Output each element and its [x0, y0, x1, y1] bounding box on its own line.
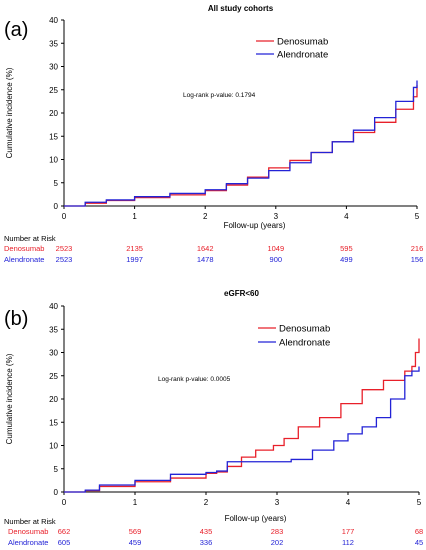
panel-a-risk-value-alendronate: 900 [270, 255, 283, 264]
panel-a-risk-value-denosumab: 595 [340, 244, 353, 253]
panel-b-risk-value-alendronate: 45 [415, 538, 423, 547]
panel-a-panel-label: (a) [4, 19, 28, 41]
panel-a-y-axis-label: Cumulative incidence (%) [5, 67, 14, 158]
panel-a-x-axis-label: Follow-up (years) [224, 221, 286, 230]
panel-a-y-tick-label: 25 [49, 86, 58, 95]
panel-a-risk-value-denosumab: 1642 [197, 244, 214, 253]
panel-a-risk-value-alendronate: 2523 [56, 255, 73, 264]
panel-a-y-tick-label: 0 [54, 202, 59, 211]
panel-b-x-tick-label: 5 [417, 498, 422, 507]
panel-b-x-tick-label: 3 [275, 498, 280, 507]
panel-b-risk-value-denosumab: 177 [342, 527, 355, 536]
panel-a-y-tick-label: 35 [49, 39, 58, 48]
panel-b-legend-label-denosumab: Denosumab [279, 324, 330, 335]
panel-a-series-denosumab-line [64, 85, 418, 207]
panel-b-x-tick-label: 2 [204, 498, 209, 507]
panel-a-risk-value-denosumab: 2523 [56, 244, 73, 253]
panel-b-risk-row-name-denosumab: Denosumab [8, 527, 48, 536]
panel-a-risk-row-name-denosumab: Denosumab [4, 244, 44, 253]
panel-b-x-tick-label: 0 [62, 498, 67, 507]
panel-b-x-tick-label: 4 [346, 498, 351, 507]
panel-a-x-tick-label: 1 [132, 212, 137, 221]
panel-b-y-tick-label: 40 [49, 302, 58, 311]
panel-a-y-tick-label: 20 [49, 109, 58, 118]
panel-b-risk-value-alendronate: 459 [129, 538, 142, 547]
panel-b-risk-table-title: Number at Risk [4, 517, 56, 526]
panel-a-x-tick-label: 4 [344, 212, 349, 221]
panel-b-series-denosumab-line [64, 338, 420, 493]
panel-a-y-tick-label: 10 [49, 156, 58, 165]
panel-b-x-axis-label: Follow-up (years) [225, 514, 287, 523]
panel-a-x-tick-label: 3 [274, 212, 279, 221]
panel-a-y-tick-label: 15 [49, 132, 58, 141]
panel-a-y-tick-label: 30 [49, 63, 58, 72]
panel-b-risk-value-denosumab: 283 [271, 527, 284, 536]
panel-b-logrank-annotation: Log-rank p-value: 0.0005 [158, 376, 231, 383]
panel-a-risk-value-alendronate: 156 [411, 255, 424, 264]
panel-a-legend-label-denosumab: Denosumab [277, 37, 328, 48]
panel-a-risk-value-denosumab: 1049 [267, 244, 284, 253]
panel-a-x-tick-label: 5 [415, 212, 420, 221]
panel-a-risk-value-alendronate: 1478 [197, 255, 214, 264]
panel-b-y-axis-label: Cumulative incidence (%) [5, 353, 14, 444]
panel-b-y-tick-label: 15 [49, 418, 58, 427]
panel-b-risk-value-alendronate: 202 [271, 538, 284, 547]
panel-b-y-tick-label: 5 [54, 465, 59, 474]
panel-a-logrank-annotation: Log-rank p-value: 0.1794 [183, 92, 256, 99]
panel-b-risk-value-alendronate: 605 [58, 538, 71, 547]
panel-b-legend-label-alendronate: Alendronate [279, 338, 330, 349]
panel-a-x-tick-label: 2 [203, 212, 208, 221]
panel-b-risk-value-denosumab: 435 [200, 527, 213, 536]
panel-a-risk-table-title: Number at Risk [4, 234, 56, 243]
panel-a-risk-value-denosumab: 2135 [126, 244, 143, 253]
panel-b-series-alendronate-line [64, 366, 420, 493]
panel-b-risk-value-denosumab: 68 [415, 527, 423, 536]
panel-b-y-tick-label: 25 [49, 372, 58, 381]
panel-a-title: All study cohorts [208, 4, 274, 13]
panel-b-risk-value-denosumab: 662 [58, 527, 71, 536]
panel-a-risk-value-alendronate: 1997 [126, 255, 143, 264]
panel-a-legend-label-alendronate: Alendronate [277, 50, 328, 61]
panel-b-y-tick-label: 30 [49, 349, 58, 358]
panel-b-y-tick-label: 35 [49, 325, 58, 334]
panel-b-y-tick-label: 0 [54, 488, 59, 497]
panel-b-risk-row-name-alendronate: Alendronate [8, 538, 48, 547]
panel-b-risk-value-denosumab: 569 [129, 527, 142, 536]
panel-b-y-tick-label: 10 [49, 442, 58, 451]
panel-b-y-tick-label: 20 [49, 395, 58, 404]
panel-b-risk-value-alendronate: 336 [200, 538, 213, 547]
panel-a-risk-row-name-alendronate: Alendronate [4, 255, 44, 264]
panel-b-panel-label: (b) [4, 308, 28, 330]
panel-a-risk-value-alendronate: 499 [340, 255, 353, 264]
panel-a-y-tick-label: 40 [49, 16, 58, 25]
panel-a-y-tick-label: 5 [54, 179, 59, 188]
panel-a-series-alendronate-line [64, 80, 418, 207]
panel-a-x-tick-label: 0 [62, 212, 67, 221]
panel-b-risk-value-alendronate: 112 [342, 538, 354, 547]
panel-a-risk-value-denosumab: 216 [411, 244, 424, 253]
panel-b-x-tick-label: 1 [133, 498, 138, 507]
panel-b-title: eGFR<60 [224, 289, 259, 298]
